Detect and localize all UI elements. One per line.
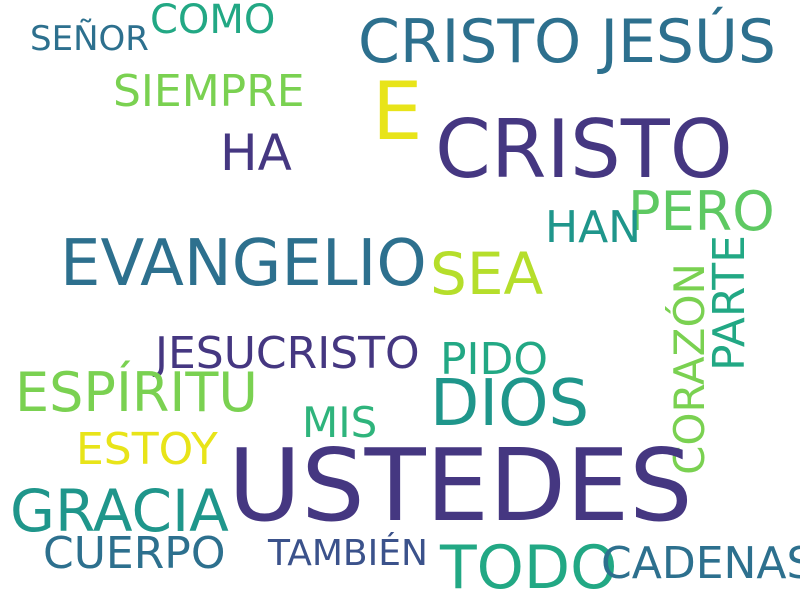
word-han: HAN <box>545 202 642 253</box>
word-pero: PERO <box>628 180 775 243</box>
word-gracia: GRACIA <box>10 477 229 545</box>
word-todo: TODO <box>440 533 618 600</box>
word-espiritu: ESPÍRITU <box>15 361 258 424</box>
word-como: COMO <box>150 0 276 43</box>
word-estoy: ESTOY <box>76 424 218 475</box>
word-e: E <box>372 65 423 158</box>
word-jesucristo: JESUCRISTO <box>155 328 420 379</box>
word-cadenas: CADENAS <box>601 538 800 589</box>
word-dios: DIOS <box>430 367 590 441</box>
word-pido: PIDO <box>440 334 549 385</box>
word-sea: SEA <box>430 240 544 308</box>
word-cristo: CRISTO <box>435 103 733 196</box>
word-senor: SEÑOR <box>30 19 149 59</box>
word-tambien: TAMBIÉN <box>268 533 428 574</box>
word-mis: MIS <box>302 398 378 447</box>
word-parte: PARTE <box>703 235 755 371</box>
word-siempre: SIEMPRE <box>113 66 305 117</box>
word-cristo-jesus: CRISTO JESÚS <box>358 7 777 77</box>
word-ha: HA <box>220 124 292 182</box>
word-evangelio: EVANGELIO <box>60 227 427 301</box>
word-cuerpo: CUERPO <box>43 528 226 579</box>
word-ustedes: USTEDES <box>228 427 693 544</box>
